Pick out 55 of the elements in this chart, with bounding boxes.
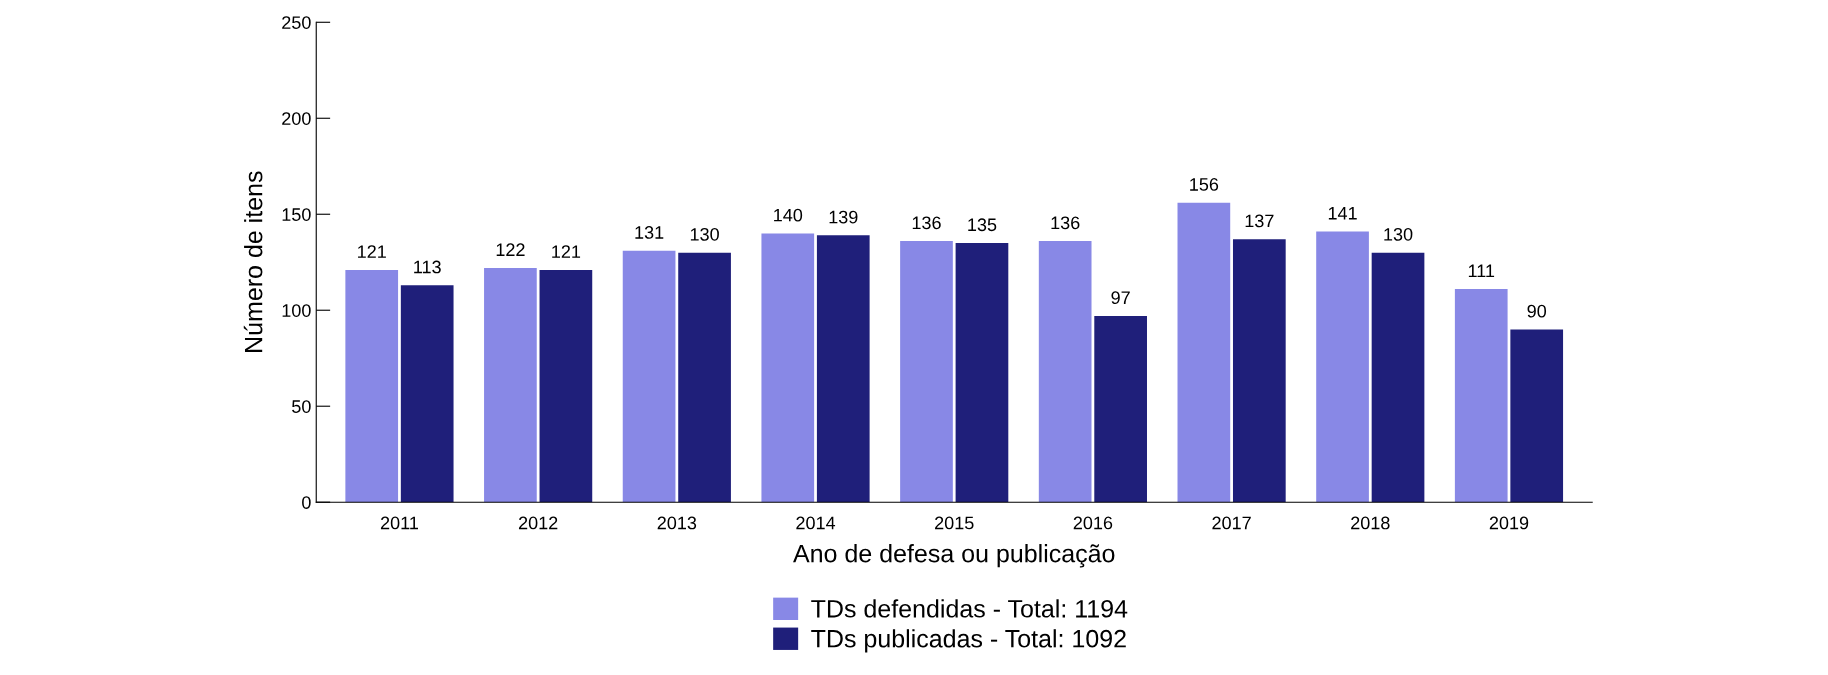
bar	[1316, 231, 1369, 503]
y-tick-label: 250	[282, 16, 311, 29]
x-tick-label: 2013	[657, 516, 697, 530]
bar	[1510, 329, 1564, 503]
bar	[484, 268, 537, 503]
data-label: 135	[968, 218, 997, 232]
data-label: 111	[1468, 264, 1495, 278]
data-label: 113	[414, 260, 441, 274]
x-tick-label: 2017	[1212, 516, 1251, 530]
data-label: 140	[774, 208, 803, 222]
bar	[900, 241, 953, 503]
data-label: 121	[552, 245, 581, 258]
x-axis-title: Ano de defesa ou publicação	[793, 544, 1115, 568]
x-tick-label: 2018	[1351, 516, 1390, 530]
bar	[1177, 202, 1231, 503]
data-label: 131	[635, 226, 664, 239]
data-label: 130	[690, 227, 719, 241]
bar	[539, 269, 593, 503]
data-label: 139	[829, 210, 858, 224]
data-label: 130	[1384, 227, 1413, 241]
data-label: 121	[358, 245, 386, 258]
bar	[1371, 252, 1425, 503]
data-label: 136	[1051, 216, 1080, 230]
data-label: 97	[1111, 291, 1130, 305]
bar	[1232, 239, 1286, 503]
bar	[1094, 315, 1147, 503]
data-label: 141	[1328, 207, 1357, 220]
bar	[816, 235, 870, 503]
bar	[678, 252, 731, 503]
legend-label: TDs defendidas - Total: 1194	[811, 599, 1128, 618]
x-tick-label: 2014	[796, 516, 836, 530]
y-tick-label: 200	[282, 112, 311, 125]
x-tick-label: 2012	[518, 516, 558, 530]
y-tick-label: 50	[292, 400, 311, 413]
data-label: 122	[496, 243, 525, 256]
y-tick-label: 100	[282, 304, 311, 317]
data-label: 137	[1245, 214, 1274, 228]
data-label: 90	[1527, 304, 1547, 318]
bar	[400, 285, 454, 503]
y-tick-label: 150	[282, 208, 311, 221]
bar	[1454, 289, 1508, 503]
legend-label: TDs publicadas - Total: 1092	[811, 629, 1126, 653]
x-tick-label: 2015	[935, 516, 974, 530]
x-tick-label: 2016	[1073, 516, 1113, 530]
y-tick-label: 0	[302, 496, 311, 509]
bar	[761, 233, 815, 503]
x-tick-label: 2019	[1489, 516, 1529, 530]
bar	[1038, 241, 1092, 503]
data-label: 156	[1190, 178, 1219, 191]
x-tick-label: 2011	[380, 516, 418, 530]
y-axis-title: Número de itens	[243, 171, 263, 352]
bar	[622, 250, 676, 503]
bar	[955, 243, 1009, 503]
bar	[345, 269, 399, 503]
data-label: 136	[912, 216, 941, 230]
